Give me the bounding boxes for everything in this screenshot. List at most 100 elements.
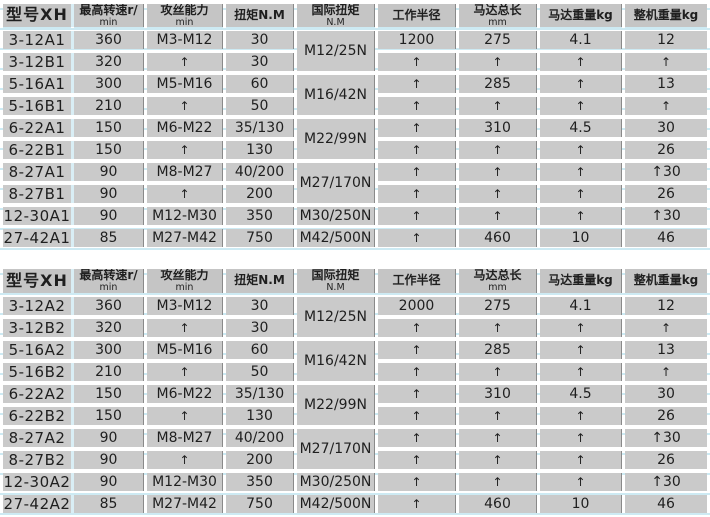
table-row: 8-27B1 90 ↑ 200 ↑ ↑ ↑ 26 [3,185,707,204]
table-row: 3-12B2 320 ↑ 30 ↑ ↑ ↑ ↑ [3,318,707,337]
header-unit: N.M [326,16,345,28]
cell-torque: 30 [226,296,294,315]
cell-max-speed: 150 [74,119,144,138]
cell-torque: 130 [226,406,294,425]
cell-model: 3-12A1 [3,31,71,50]
table-gap [0,251,710,265]
header-max-speed: 最高转速r/min [74,4,144,28]
cell-model: 6-22A1 [3,119,71,138]
cell-max-speed: 90 [74,472,144,491]
table-row: 5-16A1 300 M5-M16 60 M16/42N ↑ 285 ↑ 13 [3,75,707,116]
cell-tapping-capacity: M8-M27 [147,163,223,182]
cell-max-speed: 150 [74,406,144,425]
table-row: 8-27B2 90 ↑ 200 ↑ ↑ ↑ 26 [3,450,707,469]
cell-machine-weight: 46 [625,494,707,513]
table-row: 12-30A2 90 M12-M30 350 M30/250N ↑ ↑ ↑ ↑30 [3,472,707,491]
cell-motor-length: 310 [459,384,537,403]
cell-model: 6-22A2 [3,384,71,403]
cell-torque: 30 [226,31,294,50]
cell-machine-weight: 30 [625,384,707,403]
cell-torque: 130 [226,141,294,160]
table-row: 6-22B2 150 ↑ 130 ↑ ↑ ↑ 26 [3,406,707,425]
cell-torque: 750 [226,494,294,513]
cell-working-radius: ↑ [378,450,456,469]
table-row: 3-12B1 320 ↑ 30 ↑ ↑ ↑ ↑ [3,53,707,72]
cell-torque: 50 [226,97,294,116]
cell-motor-weight: ↑ [540,318,622,337]
cell-working-radius: ↑ [378,141,456,160]
cell-intl-torque: M16/42N [297,75,375,116]
header-row: 型号XH 最高转速r/min 攻丝能力 min 扭矩N.M 国际扭矩 N.M 工作半径 马达总长… [3,269,707,293]
header-motor-weight: 马达重量kg [540,4,622,28]
cell-torque: 35/130 [226,384,294,403]
cell-motor-length: ↑ [459,141,537,160]
cell-motor-length: ↑ [459,163,537,182]
cell-tapping-capacity: ↑ [147,97,223,116]
header-tapping-capacity: 攻丝能力 min [147,4,223,28]
header-label: 攻丝能力 [160,4,209,17]
cell-motor-weight: ↑ [540,97,622,116]
table-row: 5-16A2 300 M5-M16 60 M16/42N ↑ 285 ↑ 13 [3,340,707,381]
cell-working-radius: ↑ [378,119,456,138]
cell-model: 3-12A2 [3,296,71,315]
cell-intl-torque: M27/170N [297,428,375,469]
cell-motor-weight: 4.1 [540,296,622,315]
header-label: 国际扭矩 [311,269,360,283]
cell-tapping-capacity: M5-M16 [147,340,223,359]
cell-model: 3-12B2 [3,318,71,337]
table-row: 3-12A2 360 M3-M12 30 M12/25N 2000 275 4.1 12 [3,296,707,337]
cell-tapping-capacity: M12-M30 [147,207,223,226]
cell-motor-weight: 4.5 [540,119,622,138]
cell-working-radius: ↑ [378,229,456,248]
cell-intl-torque: M22/99N [297,119,375,160]
table-row: 8-27A1 90 M8-M27 40/200 M27/170N ↑ ↑ ↑ ↑30 [3,163,707,204]
cell-torque: 350 [226,207,294,226]
cell-working-radius: ↑ [378,494,456,513]
cell-tapping-capacity: ↑ [147,318,223,337]
cell-intl-torque: M30/250N [297,207,375,226]
cell-motor-length: ↑ [459,406,537,425]
cell-torque: 750 [226,229,294,248]
cell-torque: 30 [226,318,294,337]
cell-motor-weight: ↑ [540,472,622,491]
cell-machine-weight: 46 [625,229,707,248]
cell-working-radius: 1200 [378,31,456,50]
table-row: 5-16B1 210 ↑ 50 ↑ ↑ ↑ ↑ [3,97,707,116]
cell-torque: 35/130 [226,119,294,138]
cell-machine-weight: ↑ [625,97,707,116]
cell-motor-weight: 4.1 [540,31,622,50]
header-label: 工作半径 [392,273,441,288]
cell-working-radius: ↑ [378,406,456,425]
cell-machine-weight: ↑30 [625,428,707,447]
cell-machine-weight: ↑30 [625,163,707,182]
table-row: 6-22B1 150 ↑ 130 ↑ ↑ ↑ 26 [3,141,707,160]
header-label: 型号XH [6,270,68,290]
cell-machine-weight: ↑30 [625,472,707,491]
table-row: 6-22A1 150 M6-M22 35/130 M22/99N ↑ 310 4.5 30 [3,119,707,160]
cell-model: 12-30A2 [3,472,71,491]
header-motor-length: 马达总长 mm [459,269,537,293]
cell-motor-length: 275 [459,296,537,315]
cell-model: 27-42A1 [3,229,71,248]
header-torque: 扭矩N.M [226,4,294,28]
cell-machine-weight: 12 [625,296,707,315]
cell-machine-weight: ↑ [625,53,707,72]
cell-tapping-capacity: M8-M27 [147,428,223,447]
table-row: 27-42A1 85 M27-M42 750 M42/500N ↑ 460 10 46 [3,229,707,248]
cell-max-speed: 90 [74,450,144,469]
cell-motor-weight: ↑ [540,53,622,72]
cell-tapping-capacity: ↑ [147,450,223,469]
cell-machine-weight: 30 [625,119,707,138]
cell-model: 8-27A1 [3,163,71,182]
header-label: 马达重量kg [548,273,613,288]
cell-max-speed: 150 [74,141,144,160]
header-motor-length: 马达总长 mm [459,4,537,28]
cell-working-radius: ↑ [378,185,456,204]
cell-model: 5-16A1 [3,75,71,94]
cell-machine-weight: 26 [625,141,707,160]
cell-torque: 40/200 [226,428,294,447]
header-label: 马达总长 [473,269,522,283]
header-label: 攻丝能力 [160,269,209,283]
header-label: 型号XH [6,5,68,25]
header-label: 扭矩N.M [234,273,285,288]
